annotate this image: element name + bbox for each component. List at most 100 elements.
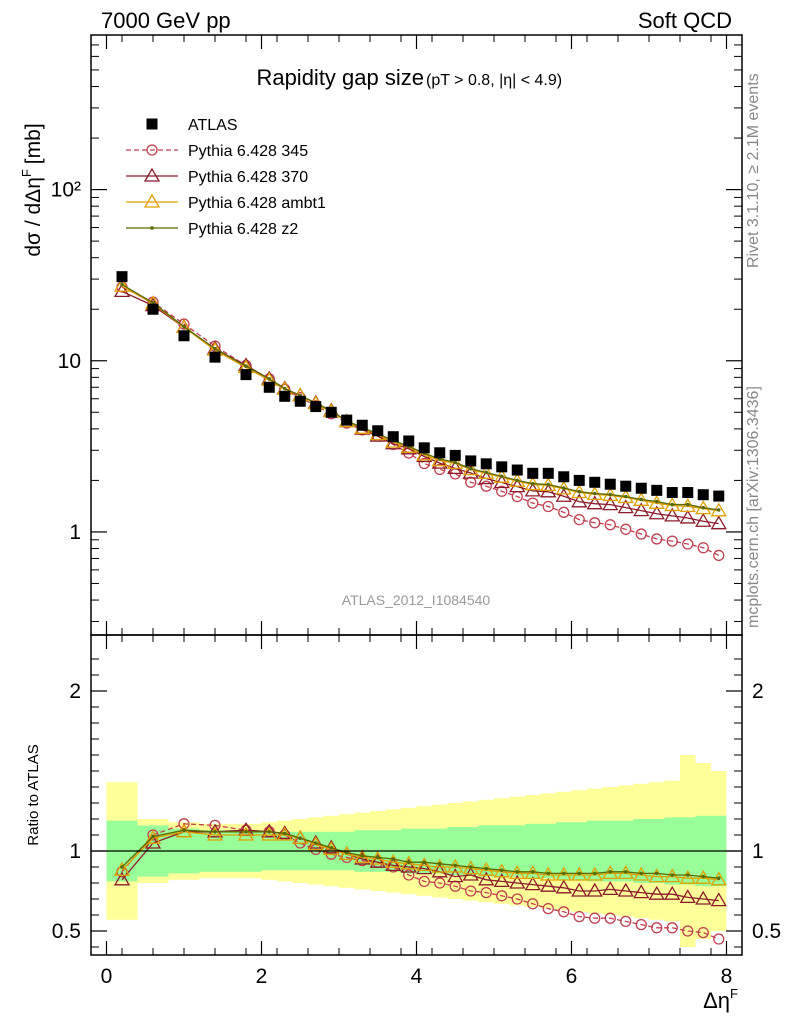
series-marker-ratio xyxy=(527,898,539,910)
series-marker-main xyxy=(282,386,287,391)
series-marker-main xyxy=(244,364,248,368)
legend-label: Pythia 6.428 z2 xyxy=(188,221,298,238)
series-marker-ratio xyxy=(493,873,510,888)
x-tick-label: 6 xyxy=(566,965,578,988)
series-marker-ratio xyxy=(298,836,303,840)
series-marker-main xyxy=(480,480,492,492)
series-marker-ratio xyxy=(418,875,430,888)
legend-marker xyxy=(143,193,161,208)
series-marker-ratio xyxy=(540,877,557,892)
series-marker-main xyxy=(546,482,551,487)
series-marker-ratio xyxy=(701,874,706,879)
ratio-tick-label-right: 0.5 xyxy=(752,920,781,943)
series-marker-ratio xyxy=(182,828,186,832)
atlas-data-point xyxy=(496,461,508,473)
series-marker-ratio xyxy=(679,889,696,904)
series-marker-ratio xyxy=(530,870,535,874)
series-marker-main xyxy=(113,277,131,292)
series-marker-main xyxy=(213,346,217,351)
series-marker-main xyxy=(462,464,479,479)
series-marker-ratio xyxy=(478,871,495,886)
legend-label: Pythia 6.428 370 xyxy=(188,169,308,186)
series-marker-ratio xyxy=(577,871,582,876)
series-marker-main xyxy=(617,499,634,514)
series-marker-main xyxy=(120,282,124,287)
series-marker-main xyxy=(695,512,712,527)
atlas-data-point xyxy=(341,414,353,426)
series-marker-main xyxy=(468,466,473,471)
series-marker-main xyxy=(608,492,613,497)
series-marker-ratio xyxy=(558,906,570,918)
series-marker-main xyxy=(555,487,572,502)
series-marker-ratio xyxy=(666,922,678,934)
series-marker-ratio xyxy=(555,879,572,894)
ratio-tick-label-left: 1 xyxy=(69,840,81,863)
series-marker-main xyxy=(431,454,448,469)
legend-label: Pythia 6.428 345 xyxy=(188,143,308,160)
x-tick-label: 2 xyxy=(256,965,268,988)
series-marker-ratio xyxy=(499,868,504,872)
series-marker-ratio xyxy=(651,922,663,934)
series-marker-main xyxy=(639,497,644,502)
plot-title: Rapidity gap size xyxy=(256,65,424,90)
series-marker-ratio xyxy=(524,876,541,891)
atlas-data-point xyxy=(372,425,384,437)
series-marker-ratio xyxy=(144,829,162,844)
series-marker-main xyxy=(182,324,186,329)
series-marker-ratio xyxy=(360,854,365,858)
atlas-data-point xyxy=(294,395,306,407)
series-marker-main xyxy=(453,460,458,465)
series-marker-main xyxy=(701,505,706,510)
series-marker-ratio xyxy=(120,865,124,869)
series-marker-main xyxy=(682,538,694,550)
atlas-data-point xyxy=(542,467,554,479)
atlas-data-point xyxy=(635,482,647,494)
atlas-data-point xyxy=(418,442,430,454)
series-marker-ratio xyxy=(434,877,446,889)
series-marker-main xyxy=(113,283,131,298)
plot-subtitle: (pT > 0.8, |η| < 4.9) xyxy=(426,72,562,89)
series-marker-main xyxy=(462,461,479,476)
series-marker-ratio xyxy=(589,912,601,924)
series-marker-ratio xyxy=(468,865,473,869)
atlas-data-point xyxy=(387,431,399,443)
series-marker-ratio xyxy=(664,885,681,900)
series-marker-ratio xyxy=(654,871,659,876)
series-marker-ratio xyxy=(344,850,349,855)
series-marker-ratio xyxy=(400,858,417,873)
series-marker-ratio xyxy=(261,823,278,838)
header-process-label: Soft QCD xyxy=(637,8,732,33)
series-marker-ratio xyxy=(447,868,464,883)
series-marker-main xyxy=(602,496,619,511)
series-marker-ratio xyxy=(713,933,725,945)
atlas-data-point xyxy=(147,303,159,315)
series-marker-main xyxy=(589,517,601,529)
legend-marker xyxy=(146,118,158,130)
series-marker-ratio xyxy=(648,868,665,883)
series-marker-ratio xyxy=(592,871,597,876)
series-marker-ratio xyxy=(639,871,644,876)
series-marker-main xyxy=(151,301,155,305)
y-axis-label-unit: [mb] xyxy=(22,123,45,164)
series-marker-ratio xyxy=(261,826,278,841)
series-marker-main xyxy=(679,509,696,524)
series-marker-main xyxy=(496,485,508,497)
series-marker-main xyxy=(654,499,659,504)
series-marker-ratio xyxy=(697,926,709,939)
y-tick-label: 10 xyxy=(58,350,81,373)
atlas-data-point xyxy=(651,484,663,496)
series-marker-ratio xyxy=(710,871,727,886)
series-marker-main xyxy=(571,493,588,508)
atlas-data-point xyxy=(434,447,446,459)
y-axis-label: dσ / dΔηF [mb] xyxy=(19,123,45,256)
series-marker-main xyxy=(586,495,603,510)
series-marker-ratio xyxy=(586,882,603,897)
series-marker-ratio xyxy=(406,860,411,864)
atlas-data-point xyxy=(589,476,601,488)
legend-label: Pythia 6.428 ambt1 xyxy=(188,195,326,212)
atlas-data-point xyxy=(480,458,492,470)
series-marker-main xyxy=(697,542,709,554)
series-marker-main xyxy=(710,515,727,530)
series-marker-ratio xyxy=(604,912,616,924)
atlas-data-point xyxy=(403,435,415,447)
